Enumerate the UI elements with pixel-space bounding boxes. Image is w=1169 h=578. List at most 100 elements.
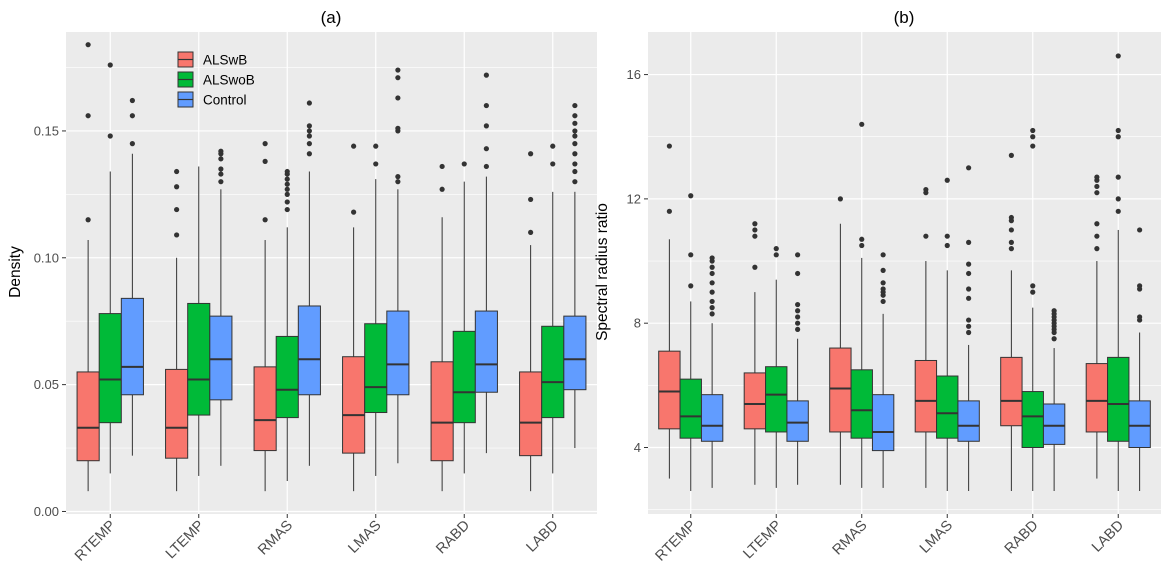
box-alswb-lmas — [914, 186, 938, 488]
outlier-point — [752, 221, 758, 227]
outlier-point — [439, 163, 445, 170]
panel-b-ytick-label: 12 — [627, 191, 641, 206]
panel-a-ytick-label: 0.15 — [34, 123, 59, 138]
panel-a-background — [66, 32, 597, 514]
outlier-point — [1094, 174, 1100, 180]
outlier-point — [966, 317, 972, 323]
box-iqr — [1107, 356, 1130, 442]
panel-a-title: (a) — [321, 8, 342, 27]
box-iqr — [297, 305, 321, 396]
box-iqr — [563, 315, 587, 391]
box-iqr — [474, 310, 498, 393]
outlier-point — [859, 236, 865, 242]
panel-a-ytick-label: 0.10 — [34, 250, 59, 265]
outlier-point — [859, 121, 865, 127]
box-control-rabd — [1042, 308, 1066, 492]
box-iqr — [541, 325, 565, 419]
outlier-point — [572, 120, 578, 126]
outlier-point — [923, 233, 929, 239]
outlier-point — [483, 72, 489, 78]
outlier-point — [709, 280, 715, 286]
outlier-point — [306, 151, 312, 157]
outlier-point — [709, 255, 715, 261]
outlier-point — [1008, 239, 1014, 245]
outlier-point — [351, 143, 357, 149]
outlier-point — [262, 158, 268, 164]
legend-label-control: Control — [203, 93, 247, 108]
outlier-point — [752, 233, 758, 239]
outlier-point — [483, 102, 489, 109]
outlier-point — [85, 113, 91, 119]
outlier-point — [572, 151, 578, 157]
legend-label-alswob: ALSwoB — [203, 73, 255, 88]
panel-b-ytick-label: 4 — [634, 440, 641, 455]
panel-a-xtick-label: LTEMP — [163, 518, 208, 563]
box-alswob-ltemp — [187, 166, 211, 476]
box-iqr — [275, 335, 299, 419]
outlier-point — [1008, 246, 1014, 252]
outlier-point — [752, 227, 758, 233]
outlier-point — [572, 179, 578, 185]
box-alswob-rmas — [275, 168, 299, 482]
outlier-point — [284, 186, 290, 192]
outlier-point — [1051, 308, 1057, 314]
box-alswob-labd — [1107, 53, 1130, 492]
box-iqr — [850, 369, 873, 439]
outlier-point — [1137, 283, 1143, 289]
outlier-point — [107, 133, 113, 139]
box-iqr — [386, 310, 410, 396]
box-control-labd — [563, 102, 587, 449]
legend: ALSwB ALSwoB Control — [177, 51, 255, 108]
panel-a-ylabel: Density — [7, 246, 24, 298]
outlier-point — [129, 97, 135, 104]
box-control-lmas — [957, 165, 980, 492]
box-alswb-rtemp — [76, 42, 100, 492]
panel-b: (b) Spectral radius ratio 4 8 12 16 RTEMP LTE… — [594, 8, 1161, 565]
outlier-point — [395, 179, 401, 185]
outlier-point — [395, 67, 401, 73]
outlier-point — [795, 308, 801, 314]
outlier-point — [1094, 246, 1100, 252]
outlier-point — [306, 123, 312, 129]
outlier-point — [174, 232, 180, 238]
outlier-point — [572, 161, 578, 167]
outlier-point — [284, 181, 290, 187]
panel-b-plot-area: 4 8 12 16 RTEMP LTEMP RMAS LMAS RABD LABD — [627, 32, 1161, 565]
panel-b-xtick-label: LABD — [1089, 518, 1127, 556]
panel-b-xtick-label: RTEMP — [653, 518, 700, 565]
box-alswob-lmas — [936, 177, 959, 492]
panel-b-xtick-label: LTEMP — [740, 518, 785, 563]
outlier-point — [880, 280, 886, 286]
outlier-point — [373, 161, 379, 167]
outlier-point — [880, 298, 886, 305]
panel-b-background — [648, 32, 1161, 514]
box-iqr — [871, 394, 895, 452]
outlier-point — [1094, 183, 1100, 190]
outlier-point — [966, 165, 972, 171]
box-alswb-ltemp — [165, 168, 189, 492]
outlier-point — [966, 286, 972, 292]
box-iqr — [187, 302, 211, 416]
box-alswb-rabd — [1000, 152, 1023, 492]
box-alswob-lmas — [364, 143, 388, 476]
outlier-point — [944, 242, 950, 249]
outlier-point — [483, 163, 489, 170]
outlier-point — [795, 326, 801, 333]
box-iqr — [452, 330, 476, 424]
box-control-labd — [1128, 227, 1151, 492]
outlier-point — [284, 168, 290, 175]
box-iqr — [957, 400, 980, 442]
panel-b-ytick-label: 16 — [627, 67, 641, 82]
panel-b-xtick-label: LMAS — [917, 518, 956, 557]
outlier-point — [944, 233, 950, 239]
box-control-rmas — [871, 252, 895, 488]
box-iqr — [765, 366, 788, 433]
outlier-point — [461, 161, 467, 167]
outlier-point — [773, 252, 779, 258]
box-iqr — [829, 347, 852, 433]
outlier-point — [373, 143, 379, 149]
outlier-point — [107, 62, 113, 68]
outlier-point — [284, 176, 290, 182]
outlier-point — [688, 252, 694, 258]
